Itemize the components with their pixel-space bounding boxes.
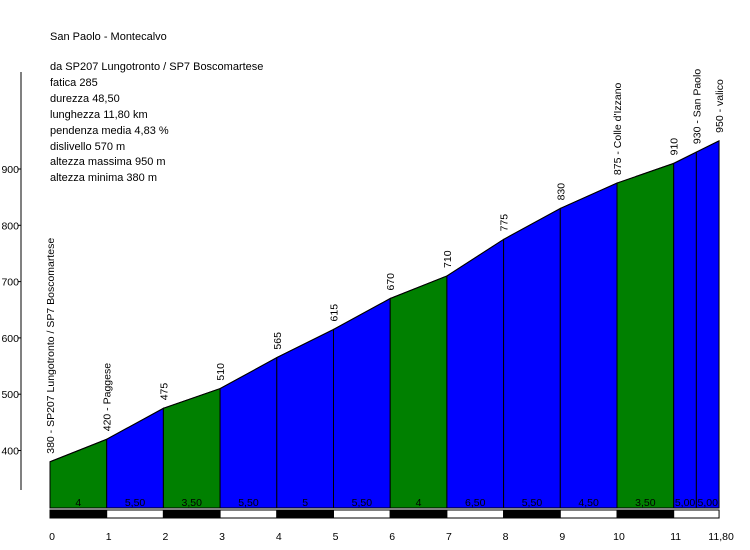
x-tick-label: 2 bbox=[162, 531, 168, 543]
segment-gradient-label: 5,00 bbox=[675, 497, 696, 509]
x-tick-label: 0 bbox=[49, 531, 55, 543]
climb-info-line: dislivello 570 m bbox=[50, 140, 126, 153]
segment-gradient-label: 3,50 bbox=[635, 497, 656, 509]
climb-info-line: da SP207 Lungotronto / SP7 Boscomartese bbox=[50, 61, 264, 73]
km-bar-segment bbox=[559, 509, 618, 519]
profile-segment bbox=[219, 356, 278, 509]
point-label: 830 bbox=[555, 183, 567, 201]
climb-info-line: durezza 48,50 bbox=[50, 92, 120, 105]
point-label: 950 - valico bbox=[714, 79, 726, 133]
climb-info-line: lunghezza 11,80 km bbox=[50, 108, 148, 121]
x-tick-label: 1 bbox=[106, 531, 112, 543]
profile-segment bbox=[616, 162, 675, 509]
km-bar-segment bbox=[673, 509, 720, 519]
segment-gradient-label: 5,50 bbox=[125, 497, 146, 509]
x-tick-label: 5 bbox=[333, 531, 339, 543]
segment-gradient-label: 4 bbox=[75, 497, 81, 509]
profile-segment bbox=[695, 140, 720, 509]
y-tick-label: 400 bbox=[1, 446, 19, 458]
point-label: 420 - Paggese bbox=[102, 363, 114, 431]
point-label: 565 bbox=[272, 332, 284, 350]
y-tick-label: 800 bbox=[1, 220, 19, 232]
segment-gradient-label: 5,50 bbox=[238, 497, 259, 509]
segment-gradient-label: 3,50 bbox=[182, 497, 203, 509]
km-bar-segment bbox=[446, 509, 505, 519]
profile-segment bbox=[503, 207, 561, 509]
segment-gradient-label: 6,50 bbox=[465, 497, 486, 509]
segment-gradient-label: 5,50 bbox=[352, 497, 373, 509]
y-tick-label: 700 bbox=[1, 277, 19, 289]
climb-info: da SP207 Lungotronto / SP7 Boscomartese f… bbox=[50, 60, 263, 187]
x-tick-label: 9 bbox=[559, 531, 565, 543]
km-bar-segment bbox=[503, 509, 561, 519]
km-bar-segment bbox=[49, 509, 108, 519]
segment-gradient-label: 5,50 bbox=[522, 497, 543, 509]
climb-info-line: fatica 285 bbox=[50, 76, 98, 89]
y-tick-label: 600 bbox=[1, 333, 19, 345]
profile-line bbox=[49, 140, 720, 463]
point-label: 615 bbox=[329, 304, 341, 322]
x-tick-label: 6 bbox=[389, 531, 395, 543]
point-label: 380 - SP207 Lungotronto / SP7 Boscomarte… bbox=[45, 238, 57, 454]
point-label: 670 bbox=[385, 273, 397, 291]
km-bar-segment bbox=[162, 509, 221, 519]
profile-segment bbox=[389, 275, 448, 509]
km-bar-segment bbox=[616, 509, 675, 519]
point-label: 475 bbox=[158, 383, 170, 401]
x-tick-label: 8 bbox=[503, 531, 509, 543]
x-tick-label: 11,80 bbox=[708, 531, 734, 543]
point-label: 710 bbox=[442, 250, 454, 268]
y-tick-label: 500 bbox=[1, 389, 19, 401]
segment-gradient-label: 4 bbox=[416, 497, 422, 509]
profile-segment bbox=[673, 151, 697, 509]
point-label: 510 bbox=[215, 363, 227, 381]
chart-title: San Paolo - Montecalvo bbox=[50, 31, 167, 43]
segment-gradient-label: 5 bbox=[302, 497, 308, 509]
point-label: 910 bbox=[669, 138, 681, 156]
profile-segment bbox=[276, 328, 334, 509]
profile-segment bbox=[446, 238, 505, 509]
km-bar-segment bbox=[106, 509, 164, 519]
x-tick-label: 7 bbox=[446, 531, 452, 543]
x-tick-label: 4 bbox=[276, 531, 282, 543]
point-label: 775 bbox=[499, 214, 511, 232]
y-tick-label: 900 bbox=[1, 164, 19, 176]
climb-info-line: altezza massima 950 m bbox=[50, 156, 166, 169]
segment-gradient-label: 4,50 bbox=[578, 497, 599, 509]
km-bar-segment bbox=[389, 509, 448, 519]
x-tick-label: 11 bbox=[670, 531, 681, 543]
point-label: 875 - Colle d'Izzano bbox=[612, 82, 624, 175]
profile-segment bbox=[162, 387, 221, 509]
climb-info-line: altezza minima 380 m bbox=[50, 172, 157, 185]
segment-gradient-label: 5,00 bbox=[698, 497, 719, 509]
km-bar-segment bbox=[276, 509, 334, 519]
profile-segment bbox=[333, 297, 391, 509]
km-bar-segment bbox=[219, 509, 278, 519]
point-label: 930 - San Paolo bbox=[691, 69, 703, 144]
profile-segment bbox=[559, 182, 618, 509]
x-tick-label: 3 bbox=[219, 531, 225, 543]
km-bar-segment bbox=[333, 509, 391, 519]
climb-info-line: pendenza media 4,83 % bbox=[50, 124, 169, 137]
x-tick-label: 10 bbox=[613, 531, 625, 543]
